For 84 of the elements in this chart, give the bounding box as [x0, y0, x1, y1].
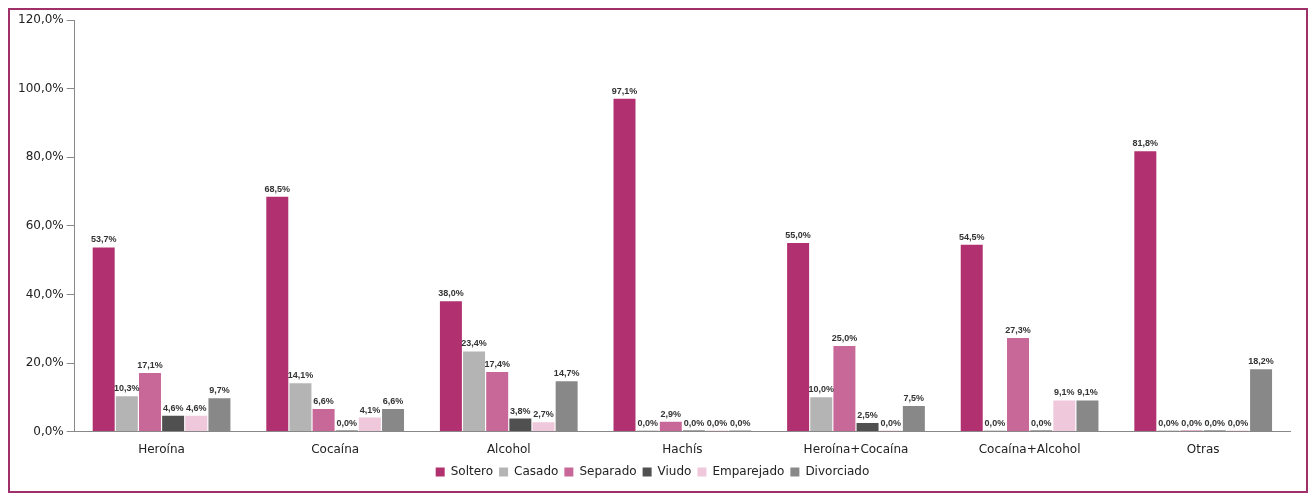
x-tick-label: Otras: [1186, 441, 1220, 456]
data-label: 0,0%: [880, 417, 901, 428]
bar: [856, 423, 879, 432]
y-tick-label: 60,0%: [25, 218, 64, 233]
data-label: 14,7%: [553, 368, 580, 379]
x-tick-label: Heroína: [138, 441, 185, 456]
data-label: 0,0%: [1204, 417, 1226, 428]
bar: [659, 421, 682, 432]
bar: [613, 98, 636, 432]
data-label: 81,8%: [1132, 138, 1159, 149]
bar: [1134, 151, 1157, 432]
data-label: 10,0%: [808, 384, 835, 395]
legend-label: Divorciado: [805, 464, 870, 479]
x-tick-label: Cocaína+Alcohol: [978, 441, 1081, 456]
data-label: 55,0%: [785, 230, 811, 241]
x-tick-label: Hachís: [662, 441, 703, 456]
data-label: 38,0%: [438, 288, 464, 299]
data-label: 0,0%: [1181, 417, 1202, 428]
data-label: 4,6%: [186, 402, 207, 413]
data-label: 27,3%: [1005, 324, 1031, 335]
data-label: 0,0%: [1030, 417, 1052, 428]
bar: [289, 383, 312, 432]
y-tick-label: 40,0%: [25, 286, 64, 301]
bar: [787, 243, 810, 432]
bar: [810, 397, 833, 432]
y-tick-label: 20,0%: [25, 355, 64, 370]
bar: [162, 415, 185, 432]
data-label: 0,0%: [683, 417, 705, 428]
data-label: 4,1%: [359, 404, 381, 415]
legend-label: Emparejado: [712, 464, 785, 479]
data-label: 4,6%: [162, 402, 184, 413]
x-tick-label: Heroína+Cocaína: [803, 441, 909, 456]
data-label: 0,0%: [637, 417, 658, 428]
legend-label: Soltero: [450, 464, 494, 479]
legend-label: Casado: [514, 464, 559, 479]
bar: [1053, 400, 1076, 432]
data-label: 97,1%: [611, 85, 638, 96]
bar: [532, 422, 555, 432]
data-label: 9,7%: [209, 385, 230, 396]
bar: [266, 196, 289, 432]
data-label: 17,1%: [137, 359, 163, 370]
data-label: 0,0%: [729, 417, 751, 428]
data-label: 3,8%: [510, 405, 531, 416]
data-label: 0,0%: [1158, 417, 1179, 428]
bar: [92, 247, 115, 432]
data-label: 2,7%: [533, 409, 554, 420]
data-label: 25,0%: [831, 332, 858, 343]
bar: [358, 417, 381, 432]
legend-label: Separado: [579, 464, 637, 479]
bar: [833, 345, 856, 432]
bar: [960, 244, 983, 432]
y-tick-label: 0,0%: [33, 423, 64, 438]
data-label: 68,5%: [264, 183, 291, 194]
data-label: 2,9%: [660, 408, 682, 419]
data-label: 0,0%: [1227, 417, 1249, 428]
data-label: 18,2%: [1248, 356, 1274, 367]
y-tick-label: 120,0%: [17, 12, 64, 27]
data-label: 0,0%: [706, 417, 728, 428]
data-label: 0,0%: [984, 417, 1006, 428]
data-label: 6,6%: [313, 395, 334, 406]
bar: [115, 396, 138, 432]
data-label: 9,1%: [1054, 387, 1075, 398]
data-label: 9,1%: [1077, 387, 1098, 398]
legend-label: Viudo: [657, 464, 692, 479]
y-tick-label: 100,0%: [17, 80, 64, 95]
bar: [138, 372, 161, 432]
bar: [486, 371, 509, 432]
bar: [439, 301, 462, 432]
x-tick-label: Cocaína: [311, 441, 360, 456]
data-label: 6,6%: [382, 395, 404, 406]
data-label: 17,4%: [484, 358, 510, 369]
bar: [312, 408, 335, 432]
data-label: 2,5%: [857, 410, 878, 421]
bar: [185, 415, 208, 432]
x-tick-label: Alcohol: [486, 441, 531, 456]
bar: [1007, 338, 1030, 432]
data-label: 7,5%: [903, 392, 925, 403]
data-label: 0,0%: [336, 417, 357, 428]
y-tick-label: 80,0%: [25, 149, 64, 164]
data-label: 53,7%: [90, 234, 117, 245]
data-label: 54,5%: [958, 231, 985, 242]
data-label: 14,1%: [287, 370, 314, 381]
bar: [463, 351, 486, 432]
bar: [509, 418, 532, 432]
